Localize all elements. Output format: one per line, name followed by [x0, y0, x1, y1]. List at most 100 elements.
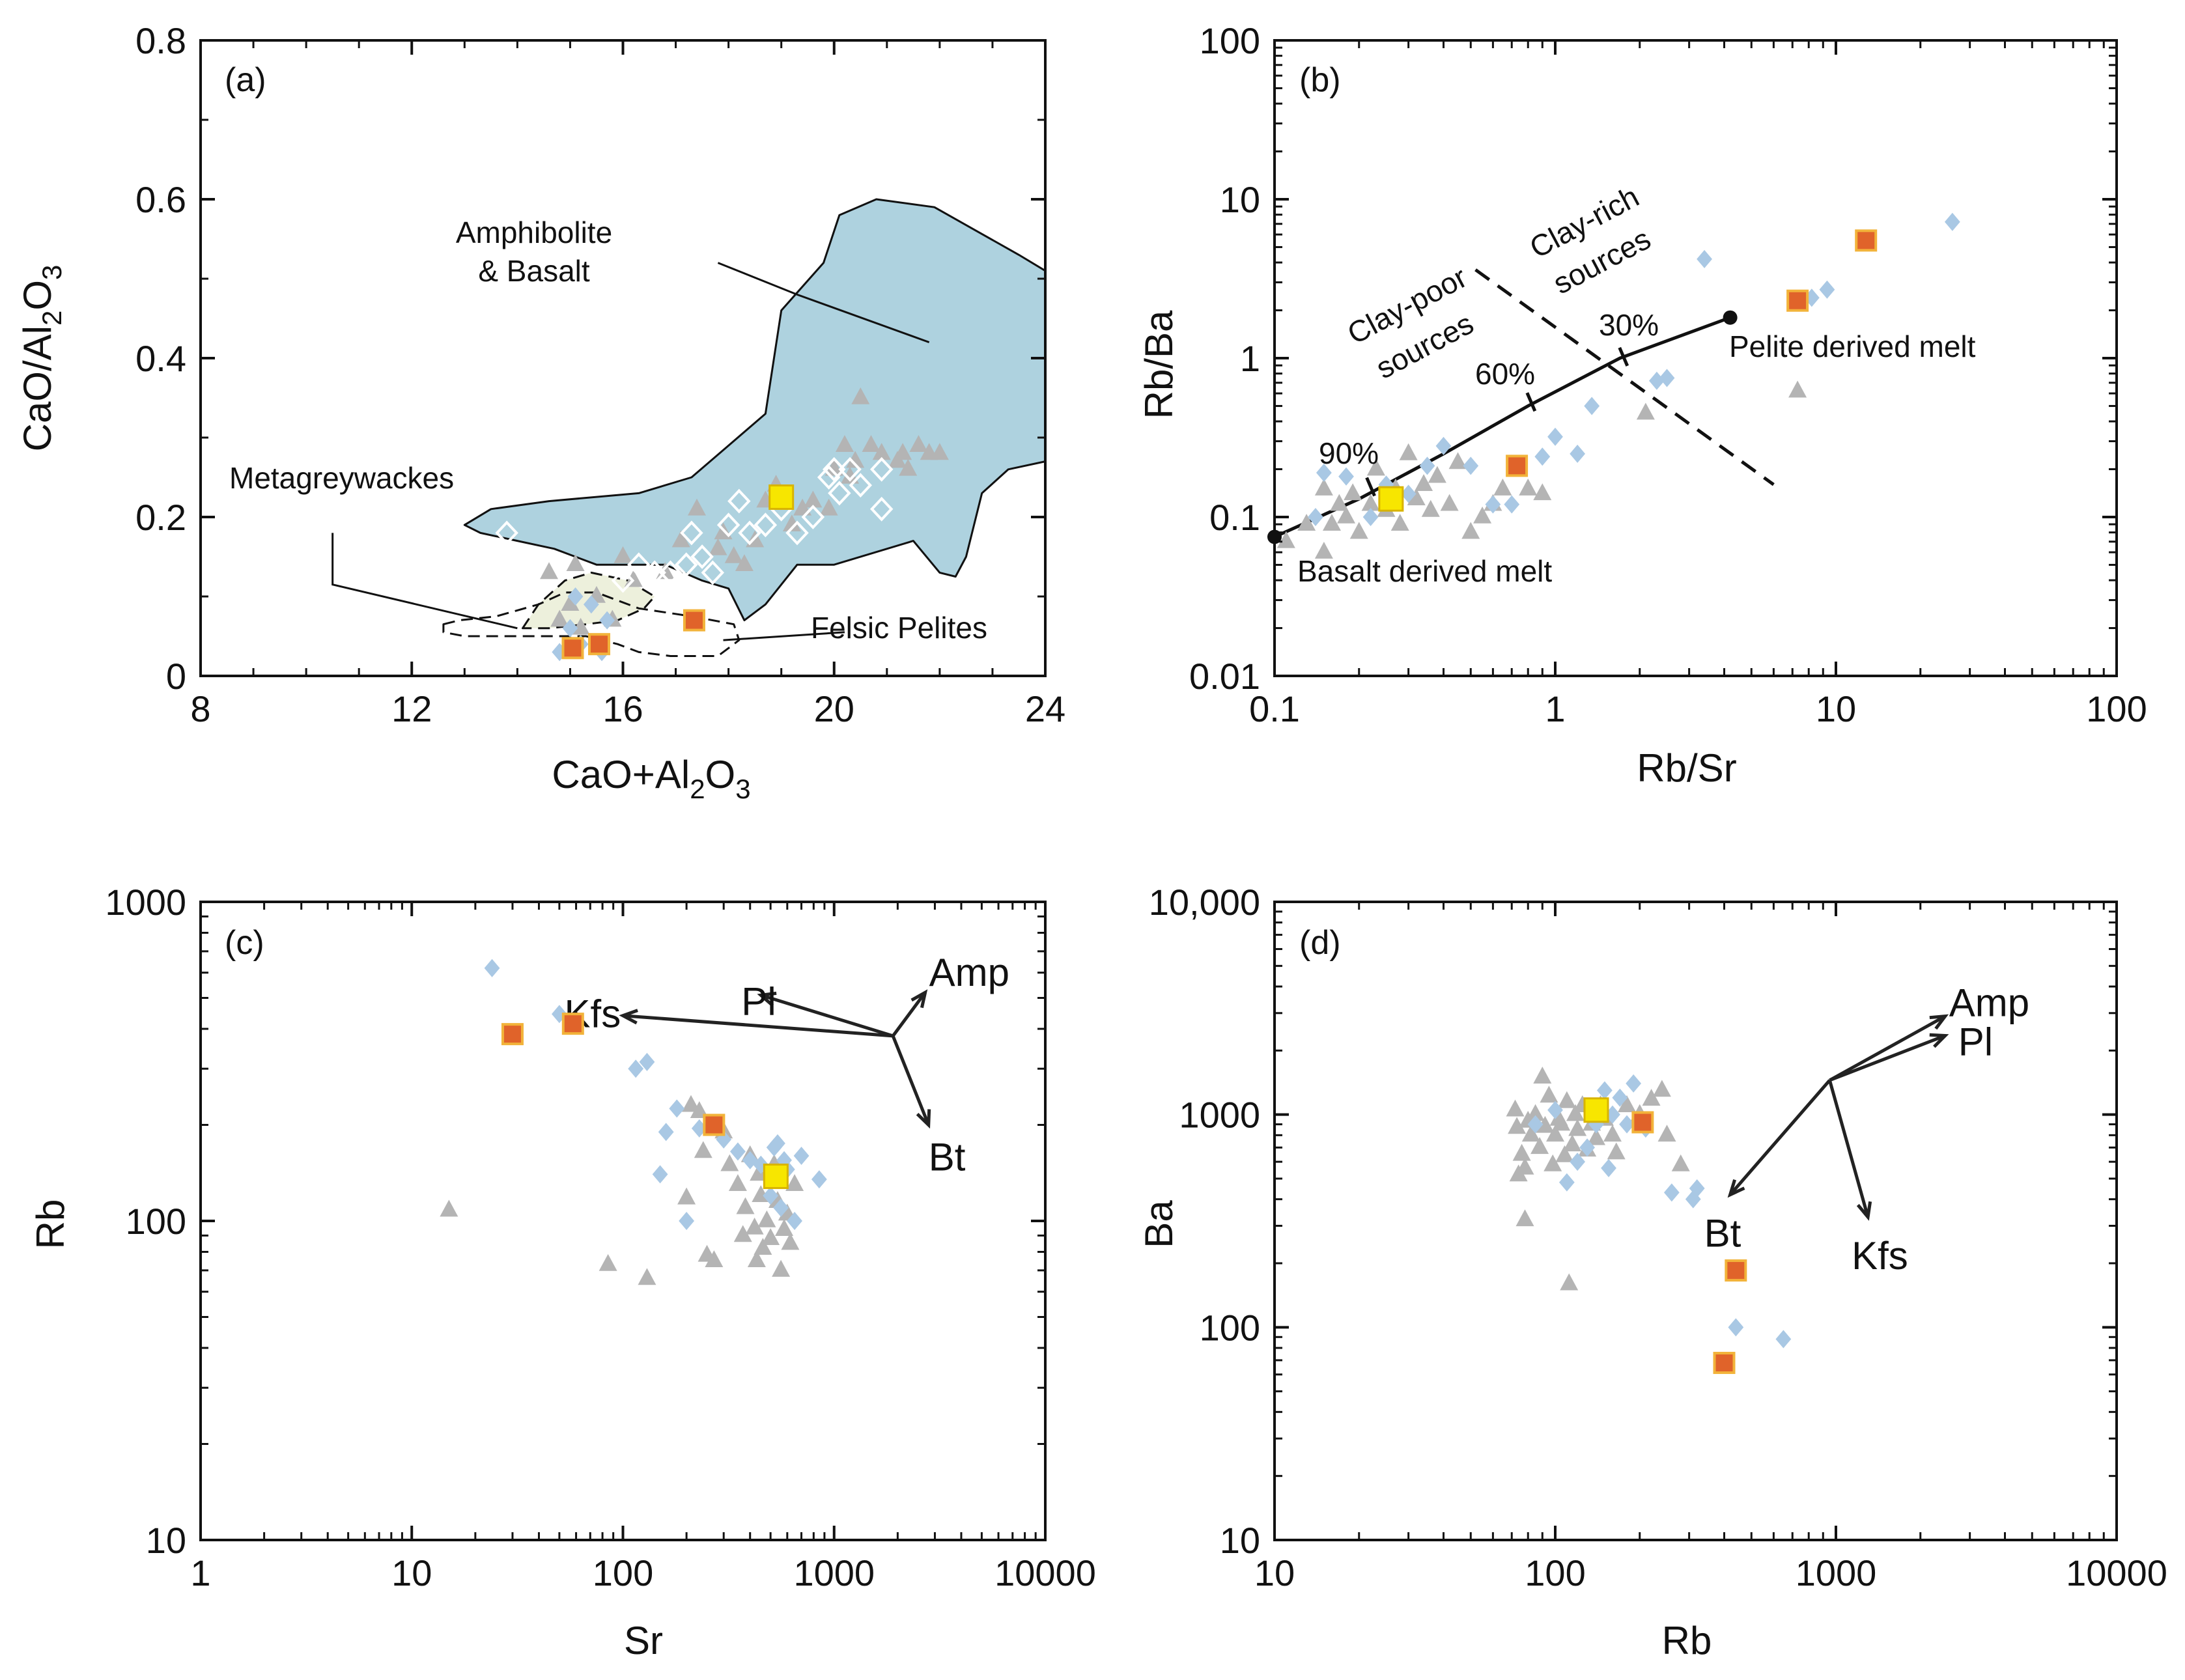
- diamond-point: [669, 1099, 685, 1118]
- triangle-point: [1560, 1273, 1579, 1291]
- panel-a-points: [495, 387, 949, 662]
- open-diamond-point: [754, 512, 778, 538]
- triangle-point: [747, 1250, 766, 1268]
- y-tick-label: 100: [126, 1201, 186, 1242]
- open-diamond-point: [869, 496, 894, 522]
- triangle-point: [1671, 1154, 1690, 1171]
- triangle-point: [754, 1238, 772, 1255]
- x-tick-label: 100: [2086, 688, 2147, 729]
- triangle-point: [671, 530, 690, 548]
- triangle-point: [720, 1154, 739, 1171]
- triangle-point: [1314, 478, 1333, 496]
- triangle-point: [1636, 402, 1655, 420]
- triangle-point: [550, 609, 569, 627]
- triangle-point: [1344, 483, 1362, 501]
- triangle-point: [1461, 522, 1480, 539]
- triangle-point: [733, 1225, 752, 1242]
- metagreywackes-field-leader: [331, 533, 518, 630]
- open-diamond-point: [801, 505, 825, 529]
- diamond-point: [1659, 369, 1675, 387]
- y-tick-label: 0.01: [1189, 656, 1260, 697]
- open-diamond-point: [817, 465, 841, 490]
- diamond-point: [599, 611, 615, 630]
- triangle-point: [1361, 494, 1380, 511]
- triangle-point: [872, 443, 891, 460]
- diamond-point: [583, 595, 599, 614]
- triangle-point: [1533, 1067, 1552, 1084]
- diamond-point: [1547, 1100, 1563, 1119]
- y-tick-label: 10,000: [1149, 882, 1260, 923]
- diamond-point: [1338, 467, 1354, 486]
- curve-endpoint: [1723, 310, 1738, 325]
- diamond-point: [811, 1170, 827, 1189]
- panel-a-ylabel: CaO/Al2O3: [16, 265, 67, 452]
- vector-pl: [760, 993, 894, 1038]
- vector-amp: [892, 991, 927, 1037]
- triangle-point: [1421, 499, 1440, 517]
- arrow-head: [1856, 1201, 1872, 1221]
- square-orange-point: [683, 609, 705, 632]
- y-tick-label: 10: [1220, 179, 1260, 220]
- open-diamond-point: [727, 488, 751, 514]
- triangle-point: [899, 458, 918, 476]
- triangle-point: [862, 435, 881, 452]
- arrow-head: [619, 1009, 638, 1025]
- x-tick-label: 1000: [1796, 1552, 1877, 1593]
- diamond-point: [1362, 508, 1379, 526]
- triangle-point: [846, 451, 865, 468]
- triangle-point: [930, 443, 949, 460]
- triangle-point: [1493, 478, 1512, 496]
- vector-label-pl: Pl: [741, 979, 776, 1023]
- diamond-point: [1944, 212, 1960, 231]
- square-yellow-point: [1378, 486, 1404, 512]
- panel-d-frame: [1273, 901, 2118, 1541]
- x-tick-label: 100: [593, 1552, 653, 1593]
- triangle-point: [775, 1219, 794, 1236]
- triangle-point: [804, 490, 823, 508]
- triangle-point: [599, 1253, 617, 1271]
- field-label-felsic-pelites: Felsic Pelites: [811, 611, 987, 645]
- square-orange-point: [501, 1023, 524, 1046]
- diamond-point: [742, 1151, 758, 1169]
- triangle-point: [638, 1268, 656, 1285]
- panel-b-label: (b): [1299, 61, 1341, 99]
- triangle-point: [1512, 1143, 1531, 1161]
- triangle-point: [1519, 478, 1538, 496]
- diamond-point: [658, 1123, 674, 1141]
- triangle-point: [761, 1228, 780, 1246]
- amphibolite-basalt-field-leader: [717, 262, 930, 344]
- x-tick-label: 0.1: [1249, 688, 1300, 729]
- triangle-point: [1390, 514, 1409, 531]
- x-tick-label: 8: [190, 688, 210, 729]
- diamond-point: [1775, 1330, 1792, 1349]
- arrow-head: [910, 989, 928, 1009]
- diamond-point: [1570, 1153, 1586, 1171]
- triangle-point: [735, 554, 754, 571]
- triangle-point: [1322, 514, 1341, 531]
- curve-tick-30: 30%: [1599, 308, 1659, 342]
- diamond-point: [1547, 427, 1563, 446]
- panel-c-label: (c): [225, 924, 264, 962]
- y-tick-label: 0: [166, 656, 186, 697]
- panel-a-label: (a): [225, 61, 266, 99]
- triangle-point: [1603, 1125, 1622, 1142]
- square-orange-point: [1713, 1352, 1736, 1375]
- open-diamond-point: [675, 552, 698, 578]
- diamond-point: [1558, 1173, 1575, 1192]
- square-orange-point: [1506, 455, 1529, 477]
- triangle-point: [781, 1233, 800, 1250]
- triangle-point: [1508, 1117, 1527, 1134]
- diamond-point: [484, 959, 500, 977]
- diamond-point: [1663, 1183, 1680, 1202]
- square-orange-point: [561, 1013, 584, 1035]
- y-tick-label: 0.8: [135, 20, 186, 61]
- triangle-point: [1530, 1137, 1549, 1155]
- triangle-point: [613, 546, 632, 563]
- panel-b-ylabel: Rb/Ba: [1137, 310, 1181, 419]
- triangle-point: [1521, 1125, 1540, 1142]
- triangle-point: [1546, 1125, 1564, 1142]
- triangle-point: [1440, 494, 1459, 511]
